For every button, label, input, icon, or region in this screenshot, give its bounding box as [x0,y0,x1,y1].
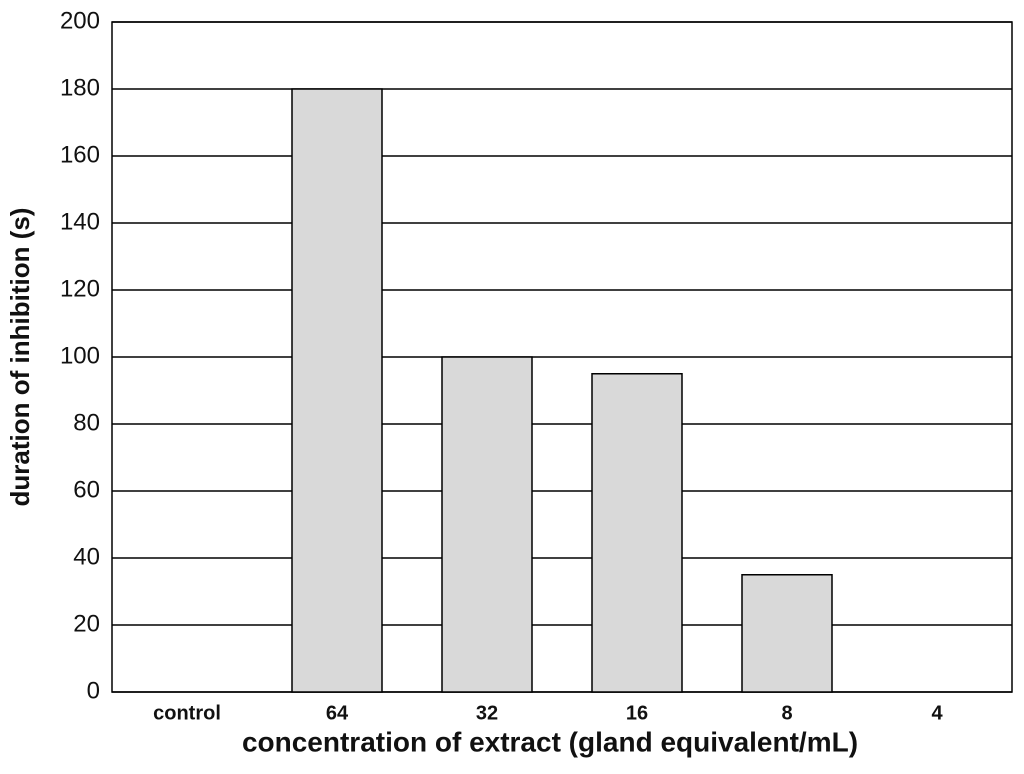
bar [591,373,683,693]
x-tick-label: 64 [326,702,349,724]
x-tick-label: 8 [781,702,792,724]
y-tick-label: 60 [73,476,100,503]
x-axis-title: concentration of extract (gland equivale… [242,726,858,757]
y-tick-label: 80 [73,409,100,436]
y-tick-label: 120 [60,275,100,302]
x-tick-label: 4 [931,702,943,724]
bar [441,356,533,693]
bar [741,574,833,693]
bar [291,88,383,693]
y-tick-label: 20 [73,610,100,637]
y-tick-label: 180 [60,74,100,101]
y-tick-label: 140 [60,208,100,235]
x-tick-label: 16 [626,702,648,724]
y-tick-label: 100 [60,342,100,369]
x-tick-label: control [153,702,221,724]
y-tick-label: 40 [73,543,100,570]
x-tick-label: 32 [476,702,498,724]
y-tick-label: 0 [87,677,100,704]
y-tick-label: 160 [60,141,100,168]
y-axis-title: duration of inhibition (s) [5,208,35,507]
y-tick-label: 200 [60,7,100,34]
plot-frame [111,21,1013,693]
